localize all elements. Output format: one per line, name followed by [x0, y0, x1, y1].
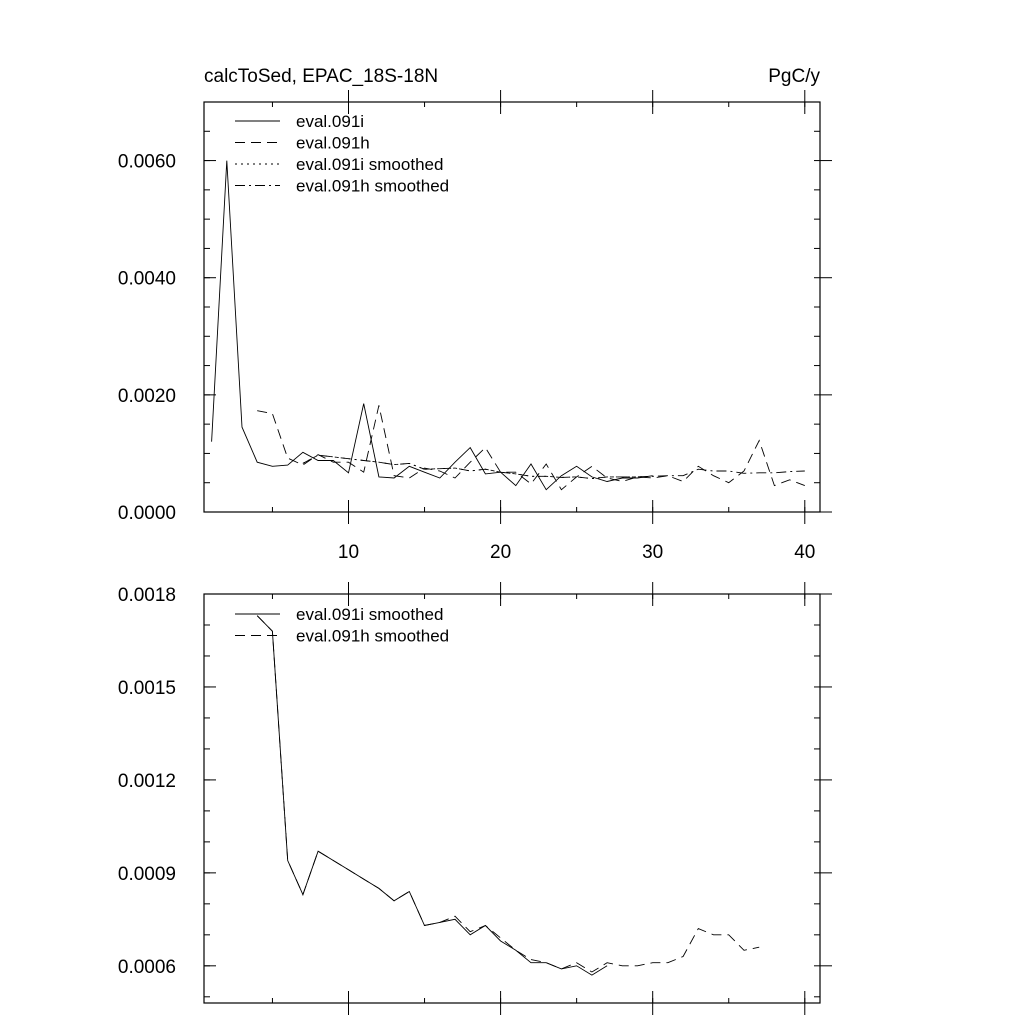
chart-units: PgC/y — [768, 66, 820, 87]
series-line-3 — [302, 454, 653, 480]
legend-label: eval.091i smoothed — [296, 605, 443, 624]
y-tick-label: 0.0000 — [118, 503, 176, 524]
y-tick-label: 0.0018 — [118, 585, 176, 606]
y-tick-label: 0.0009 — [118, 864, 176, 885]
y-tick-label: 0.0012 — [118, 771, 176, 792]
bottom-plot: 0.0006 0.0009 0.0012 0.0015 0.0018 eval.091i … — [118, 582, 832, 1015]
series-line-2 — [256, 615, 760, 973]
y-tick-label: 0.0060 — [118, 152, 176, 173]
legend-label: eval.091h — [296, 134, 370, 153]
y-tick-label: 0.0020 — [118, 386, 176, 407]
x-tick-label: 30 — [642, 542, 663, 563]
series-line-2 — [257, 405, 805, 491]
legend-label: eval.091i smoothed — [296, 155, 443, 174]
y-tick-label: 0.0015 — [118, 678, 176, 699]
x-tick-label: 10 — [338, 542, 359, 563]
series-line-1 — [211, 160, 653, 491]
chart-title: calcToSed, EPAC_18S-18N — [204, 66, 438, 87]
x-tick-label: 40 — [794, 542, 815, 563]
plot-frame — [203, 593, 821, 1004]
y-tick-label: 0.0040 — [118, 269, 176, 290]
legend-label: eval.091h smoothed — [296, 177, 449, 196]
series-line-1 — [256, 615, 608, 976]
legend-label: eval.091h smoothed — [296, 627, 449, 646]
top-plot: calcToSed, EPAC_18S-18N PgC/y 10 20 30 40 0.… — [118, 66, 832, 563]
legend-label: eval.091i — [296, 112, 364, 131]
y-tick-label: 0.0006 — [118, 957, 176, 978]
series-line-4 — [302, 454, 805, 480]
x-tick-label: 20 — [490, 542, 511, 563]
